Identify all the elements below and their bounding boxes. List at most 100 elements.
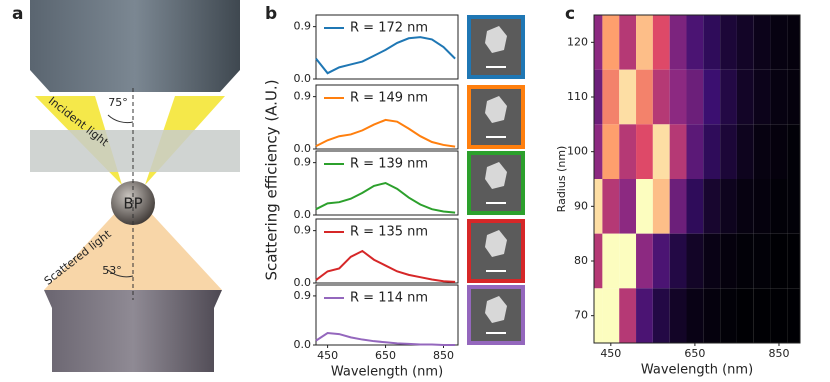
- heat-cell: [787, 15, 800, 70]
- heat-cell: [787, 124, 800, 179]
- x-tick-label: 450: [317, 349, 338, 362]
- heat-cell: [686, 179, 704, 234]
- heat-cell: [736, 288, 754, 343]
- panel-label: c: [565, 4, 575, 24]
- heat-cell: [736, 124, 754, 179]
- y-tick-label: 0.9: [294, 156, 312, 169]
- heat-cell: [703, 179, 721, 234]
- y-tick-label: 0.9: [294, 224, 312, 237]
- particle-shape: [485, 96, 507, 123]
- heat-cell: [736, 179, 754, 234]
- y-tick-label: 0.0: [294, 276, 312, 289]
- heat-cell: [602, 124, 620, 179]
- spectrum-line: [315, 249, 456, 283]
- heat-cell: [787, 179, 800, 234]
- heat-cell: [720, 179, 737, 234]
- heat-cell: [636, 124, 653, 179]
- particle-shape: [485, 26, 507, 53]
- y-tick-label: 0.9: [294, 20, 312, 33]
- heat-cell: [594, 69, 603, 125]
- plot-frame: [315, 150, 459, 216]
- heat-cell: [636, 15, 653, 70]
- legend-label: R = 172 nm: [350, 21, 428, 36]
- particle-shape: [485, 296, 507, 323]
- heat-cell: [720, 15, 737, 70]
- heat-cell: [787, 69, 800, 125]
- y-tick-label: 120: [567, 35, 588, 48]
- panel-a-diagram: [30, 0, 240, 372]
- x-tick-label: 850: [433, 349, 454, 362]
- y-tick-label: 0.9: [294, 90, 312, 103]
- heat-cell: [703, 233, 721, 289]
- heat-cell: [787, 288, 800, 343]
- heat-cell: [594, 288, 603, 343]
- heat-cell: [594, 233, 603, 289]
- heat-cell: [619, 15, 637, 70]
- x-axis-label: Wavelength (nm): [641, 363, 753, 378]
- heat-cell: [686, 288, 704, 343]
- y-tick-label: 90: [574, 199, 588, 212]
- spectrum-line: [315, 331, 456, 346]
- y-tick-label: 0.0: [294, 142, 312, 155]
- heat-cell: [703, 15, 721, 70]
- heat-cell: [686, 69, 704, 125]
- plot-frame: [593, 14, 801, 344]
- spectrum-line: [315, 118, 456, 148]
- heat-cell: [619, 233, 637, 289]
- plot-frame: [315, 284, 459, 346]
- heat-cell: [669, 179, 687, 234]
- heat-cell: [636, 69, 653, 125]
- heat-cell: [720, 69, 737, 125]
- heat-cell: [770, 15, 788, 70]
- heat-cell: [652, 288, 670, 343]
- heat-cell: [770, 124, 788, 179]
- legend-label: R = 135 nm: [350, 225, 428, 240]
- particle-shape: [485, 162, 507, 189]
- x-tick-label: 850: [768, 347, 789, 360]
- particle-label: BP: [123, 195, 142, 213]
- heat-cell: [652, 233, 670, 289]
- heat-cell: [770, 233, 788, 289]
- heat-cell: [619, 124, 637, 179]
- heat-cell: [602, 233, 620, 289]
- y-tick-label: 70: [574, 309, 588, 322]
- heat-cell: [753, 124, 771, 179]
- y-tick-label: 100: [567, 145, 588, 158]
- y-tick-label: 0.9: [294, 289, 312, 302]
- heat-cell: [770, 69, 788, 125]
- heat-cell: [669, 288, 687, 343]
- legend-label: R = 139 nm: [350, 157, 428, 172]
- heat-cell: [753, 233, 771, 289]
- y-tick-label: 0.0: [294, 208, 312, 221]
- heat-cell: [753, 179, 771, 234]
- spectrum-line: [315, 36, 456, 75]
- heat-cell: [602, 15, 620, 70]
- x-tick-label: 450: [600, 347, 621, 360]
- heat-cell: [720, 124, 737, 179]
- heat-cell: [703, 69, 721, 125]
- heat-cell: [619, 69, 637, 125]
- heat-cell: [594, 15, 603, 70]
- heat-cell: [703, 288, 721, 343]
- heat-cell: [703, 124, 721, 179]
- legend-label: R = 114 nm: [350, 291, 428, 306]
- heat-cell: [753, 15, 771, 70]
- heat-cell: [669, 69, 687, 125]
- heat-cell: [652, 69, 670, 125]
- heat-cell: [652, 15, 670, 70]
- x-tick-label: 650: [684, 347, 705, 360]
- heat-cell: [736, 15, 754, 70]
- heat-cell: [594, 179, 603, 234]
- heat-cell: [636, 288, 653, 343]
- heat-cell: [753, 69, 771, 125]
- y-tick-label: 0.0: [294, 72, 312, 85]
- heat-cell: [602, 69, 620, 125]
- particle-shape: [485, 230, 507, 257]
- heat-cell: [770, 179, 788, 234]
- plot-frame: [315, 14, 459, 80]
- heat-cell: [669, 15, 687, 70]
- plot-frame: [315, 218, 459, 284]
- heat-cell: [652, 179, 670, 234]
- heat-cell: [594, 124, 603, 179]
